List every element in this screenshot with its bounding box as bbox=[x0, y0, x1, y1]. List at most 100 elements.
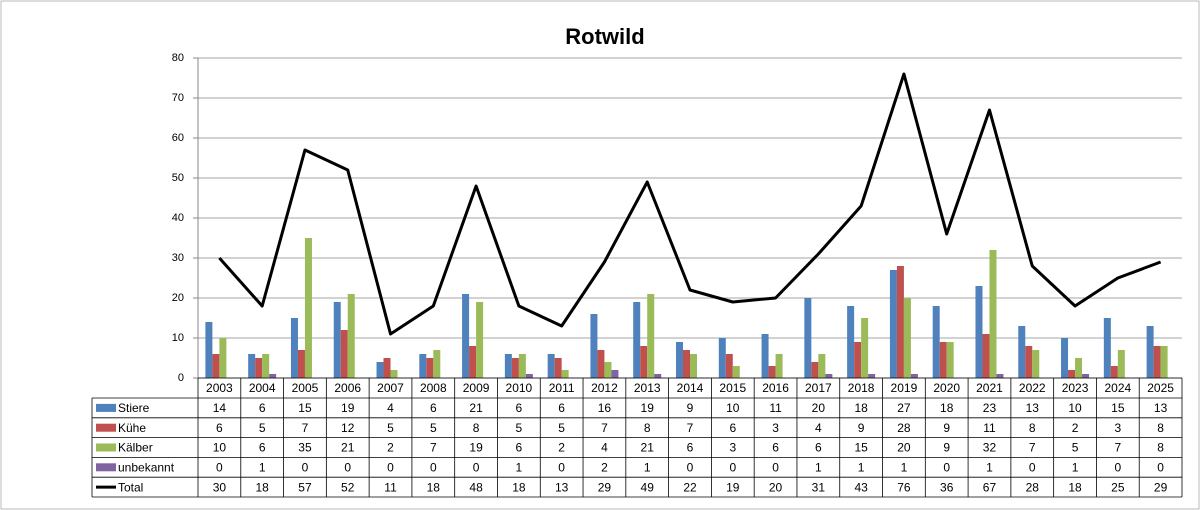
table-value: 52 bbox=[341, 480, 355, 494]
table-value: 0 bbox=[772, 460, 779, 474]
table-value: 15 bbox=[854, 441, 868, 455]
bar bbox=[989, 250, 997, 378]
bar bbox=[504, 354, 512, 378]
bar bbox=[433, 350, 441, 378]
table-value: 8 bbox=[1157, 421, 1164, 435]
table-value: 15 bbox=[1111, 401, 1125, 415]
table-value: 27 bbox=[897, 401, 911, 415]
table-value: 30 bbox=[213, 480, 227, 494]
x-tick-label: 2022 bbox=[1019, 381, 1046, 395]
legend-label: Kälber bbox=[118, 441, 153, 455]
x-tick-label: 2004 bbox=[249, 381, 276, 395]
bar bbox=[640, 346, 648, 378]
table-value: 2 bbox=[601, 460, 608, 474]
table-value: 4 bbox=[387, 401, 394, 415]
bar bbox=[212, 354, 220, 378]
table-value: 15 bbox=[298, 401, 312, 415]
table-value: 12 bbox=[341, 421, 355, 435]
table-value: 6 bbox=[687, 441, 694, 455]
table-value: 19 bbox=[469, 441, 483, 455]
x-tick-label: 2003 bbox=[206, 381, 233, 395]
table-value: 18 bbox=[854, 401, 868, 415]
table-value: 7 bbox=[687, 421, 694, 435]
table-value: 13 bbox=[1026, 401, 1040, 415]
table-value: 5 bbox=[387, 421, 394, 435]
table-value: 3 bbox=[1114, 421, 1121, 435]
legend-key bbox=[96, 403, 116, 412]
table-value: 11 bbox=[384, 480, 397, 494]
bar bbox=[825, 374, 833, 378]
bar bbox=[333, 302, 341, 378]
bar bbox=[910, 374, 918, 378]
bar bbox=[690, 354, 697, 378]
table-value: 1 bbox=[644, 460, 651, 474]
table-value: 23 bbox=[983, 401, 997, 415]
x-tick-label: 2021 bbox=[976, 381, 1003, 395]
table-value: 0 bbox=[558, 460, 565, 474]
table-value: 0 bbox=[1157, 460, 1164, 474]
table-value: 0 bbox=[687, 460, 694, 474]
table-value: 10 bbox=[726, 401, 740, 415]
table-value: 6 bbox=[729, 421, 736, 435]
y-tick-label: 50 bbox=[172, 172, 184, 184]
bar bbox=[469, 346, 477, 378]
table-value: 0 bbox=[473, 460, 480, 474]
bar bbox=[1061, 338, 1069, 378]
bar bbox=[811, 362, 819, 378]
table-value: 20 bbox=[812, 401, 826, 415]
bar bbox=[476, 302, 484, 378]
bar bbox=[725, 354, 733, 378]
bar bbox=[1153, 346, 1161, 378]
y-tick-label: 20 bbox=[172, 292, 184, 304]
table-value: 18 bbox=[512, 480, 526, 494]
table-value: 19 bbox=[726, 480, 740, 494]
bar bbox=[1025, 346, 1033, 378]
table-value: 1 bbox=[1072, 460, 1079, 474]
table-value: 16 bbox=[598, 401, 612, 415]
y-tick-label: 40 bbox=[172, 212, 184, 224]
legend-label: Kühe bbox=[118, 421, 146, 435]
y-tick-label: 80 bbox=[172, 52, 184, 64]
table-value: 8 bbox=[473, 421, 480, 435]
bar bbox=[611, 370, 619, 378]
table-value: 6 bbox=[516, 441, 523, 455]
table-value: 7 bbox=[601, 421, 608, 435]
table-value: 4 bbox=[601, 441, 608, 455]
bar bbox=[1117, 350, 1125, 378]
chart-title: Rotwild bbox=[565, 24, 644, 49]
bar bbox=[511, 358, 519, 378]
x-tick-label: 2010 bbox=[506, 381, 533, 395]
bar bbox=[818, 354, 826, 378]
table-value: 36 bbox=[940, 480, 954, 494]
bar bbox=[297, 350, 305, 378]
bar bbox=[248, 354, 256, 378]
table-value: 8 bbox=[644, 421, 651, 435]
legend-key bbox=[96, 463, 116, 472]
line-series bbox=[218, 72, 1162, 336]
x-tick-label: 2014 bbox=[677, 381, 704, 395]
table-value: 0 bbox=[430, 460, 437, 474]
x-tick-label: 2006 bbox=[334, 381, 361, 395]
bar bbox=[768, 366, 776, 378]
table-value: 9 bbox=[943, 421, 950, 435]
legend-key bbox=[96, 423, 116, 432]
table-value: 21 bbox=[341, 441, 355, 455]
bar bbox=[847, 306, 855, 378]
table-value: 0 bbox=[302, 460, 309, 474]
bar bbox=[683, 350, 690, 378]
table-value: 28 bbox=[1026, 480, 1040, 494]
legend-label: Stiere bbox=[118, 401, 150, 415]
table-value: 13 bbox=[555, 480, 569, 494]
table-value: 18 bbox=[1068, 480, 1082, 494]
x-tick-label: 2015 bbox=[719, 381, 746, 395]
table-value: 20 bbox=[897, 441, 911, 455]
table-value: 25 bbox=[1111, 480, 1125, 494]
bar bbox=[633, 302, 641, 378]
table-value: 21 bbox=[641, 441, 655, 455]
y-tick-label: 0 bbox=[178, 372, 184, 384]
table-value: 2 bbox=[1072, 421, 1079, 435]
table-value: 19 bbox=[641, 401, 655, 415]
table-value: 0 bbox=[943, 460, 950, 474]
bar bbox=[304, 238, 312, 378]
